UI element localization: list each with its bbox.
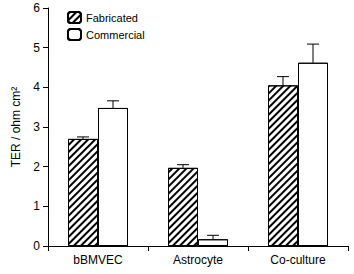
svg-text:Commercial: Commercial [86,29,145,41]
svg-text:bBMVEC: bBMVEC [73,253,123,267]
svg-text:Co-culture: Co-culture [270,253,326,267]
svg-text:2: 2 [33,160,40,174]
svg-text:1: 1 [33,199,40,213]
svg-text:5: 5 [33,41,40,55]
svg-text:3: 3 [33,120,40,134]
svg-text:4: 4 [33,80,40,94]
svg-text:0: 0 [33,239,40,253]
svg-text:6: 6 [33,1,40,15]
svg-text:TER / ohm cm²: TER / ohm cm² [9,87,23,168]
svg-text:Fabricated: Fabricated [86,12,138,24]
svg-text:Astrocyte: Astrocyte [173,253,223,267]
